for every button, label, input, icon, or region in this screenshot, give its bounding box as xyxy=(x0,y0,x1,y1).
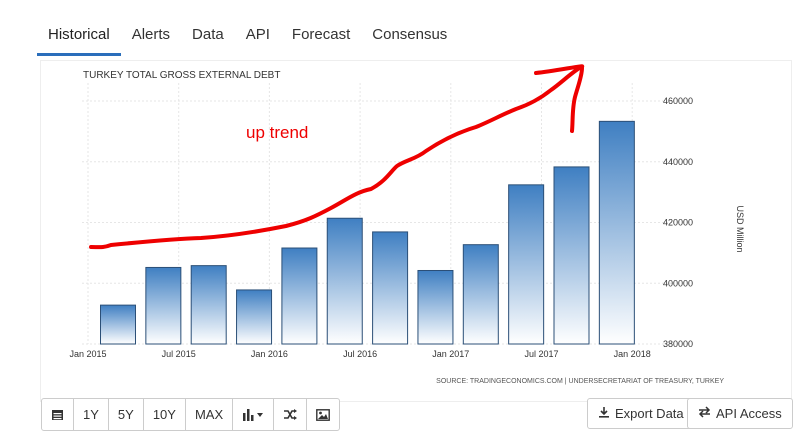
bar[interactable] xyxy=(100,304,136,345)
range-max-button[interactable]: MAX xyxy=(186,399,234,430)
x-tick-label: Jul 2015 xyxy=(162,349,196,359)
tab-alerts[interactable]: Alerts xyxy=(131,26,171,43)
calendar-icon xyxy=(52,410,63,420)
y-tick-label: 460000 xyxy=(663,96,693,106)
y-tick-label: 420000 xyxy=(663,218,693,228)
tab-data[interactable]: Data xyxy=(192,26,224,43)
shuffle-button[interactable] xyxy=(274,399,308,430)
chart-svg: TURKEY TOTAL GROSS EXTERNAL DEBT 380000 4… xyxy=(69,64,745,385)
bar[interactable] xyxy=(326,217,363,345)
calendar-button[interactable] xyxy=(42,399,74,430)
x-tick-label: Jul 2016 xyxy=(343,349,377,359)
download-icon xyxy=(598,406,610,421)
chart-toolbar: 1Y 5Y 10Y MAX xyxy=(41,398,341,431)
bar-chart-icon xyxy=(243,409,264,421)
api-access-label: API Access xyxy=(716,406,782,421)
trend-arrow-tail xyxy=(570,66,584,133)
api-access-button[interactable]: API Access xyxy=(687,398,793,429)
tab-historical[interactable]: Historical xyxy=(37,18,121,56)
y-tick-label: 440000 xyxy=(663,157,693,167)
bar[interactable] xyxy=(462,244,499,345)
x-tick-label: Jan 2016 xyxy=(251,349,288,359)
y-axis-label: USD Million xyxy=(735,205,745,252)
image-button[interactable] xyxy=(307,399,339,430)
bar[interactable] xyxy=(190,265,227,345)
source-text: SOURCE: TRADINGECONOMICS.COM | UNDERSECR… xyxy=(436,378,724,385)
x-tick-label: Jan 2015 xyxy=(69,349,106,359)
y-tick-label: 380000 xyxy=(663,339,693,349)
exchange-icon xyxy=(698,406,711,421)
bar[interactable] xyxy=(372,231,409,345)
chart-title: TURKEY TOTAL GROSS EXTERNAL DEBT xyxy=(83,70,280,81)
trend-line-annotation xyxy=(89,64,585,250)
x-tick-label: Jan 2017 xyxy=(432,349,469,359)
bar[interactable] xyxy=(598,120,635,345)
bar[interactable] xyxy=(236,289,273,345)
export-data-button[interactable]: Export Data xyxy=(587,398,695,429)
export-data-label: Export Data xyxy=(615,406,684,421)
x-tick-label: Jul 2017 xyxy=(524,349,558,359)
bar[interactable] xyxy=(553,166,590,345)
range-10y-button[interactable]: 10Y xyxy=(144,399,186,430)
annotation-text: up trend xyxy=(246,123,308,142)
chart-panel: TURKEY TOTAL GROSS EXTERNAL DEBT 380000 4… xyxy=(40,60,792,402)
y-tick-label: 400000 xyxy=(663,278,693,288)
image-icon xyxy=(316,408,331,421)
y-axis-ticks: 380000 400000 420000 440000 460000 xyxy=(663,96,693,349)
chart-type-button[interactable] xyxy=(233,399,275,430)
bar[interactable] xyxy=(417,269,454,345)
shuffle-icon xyxy=(284,409,298,420)
bar[interactable] xyxy=(281,247,318,345)
tab-consensus[interactable]: Consensus xyxy=(372,26,448,43)
range-5y-button[interactable]: 5Y xyxy=(109,399,144,430)
tab-bar: Historical Alerts Data API Forecast Cons… xyxy=(37,18,458,56)
tab-api[interactable]: API xyxy=(245,26,270,43)
bar-series xyxy=(100,120,635,345)
bar[interactable] xyxy=(508,184,545,345)
x-tick-label: Jan 2018 xyxy=(614,349,651,359)
tab-forecast[interactable]: Forecast xyxy=(291,26,351,43)
bar[interactable] xyxy=(145,266,182,345)
x-axis-ticks: Jan 2015 Jul 2015 Jan 2016 Jul 2016 Jan 2017… xyxy=(69,349,650,359)
range-1y-button[interactable]: 1Y xyxy=(74,399,109,430)
